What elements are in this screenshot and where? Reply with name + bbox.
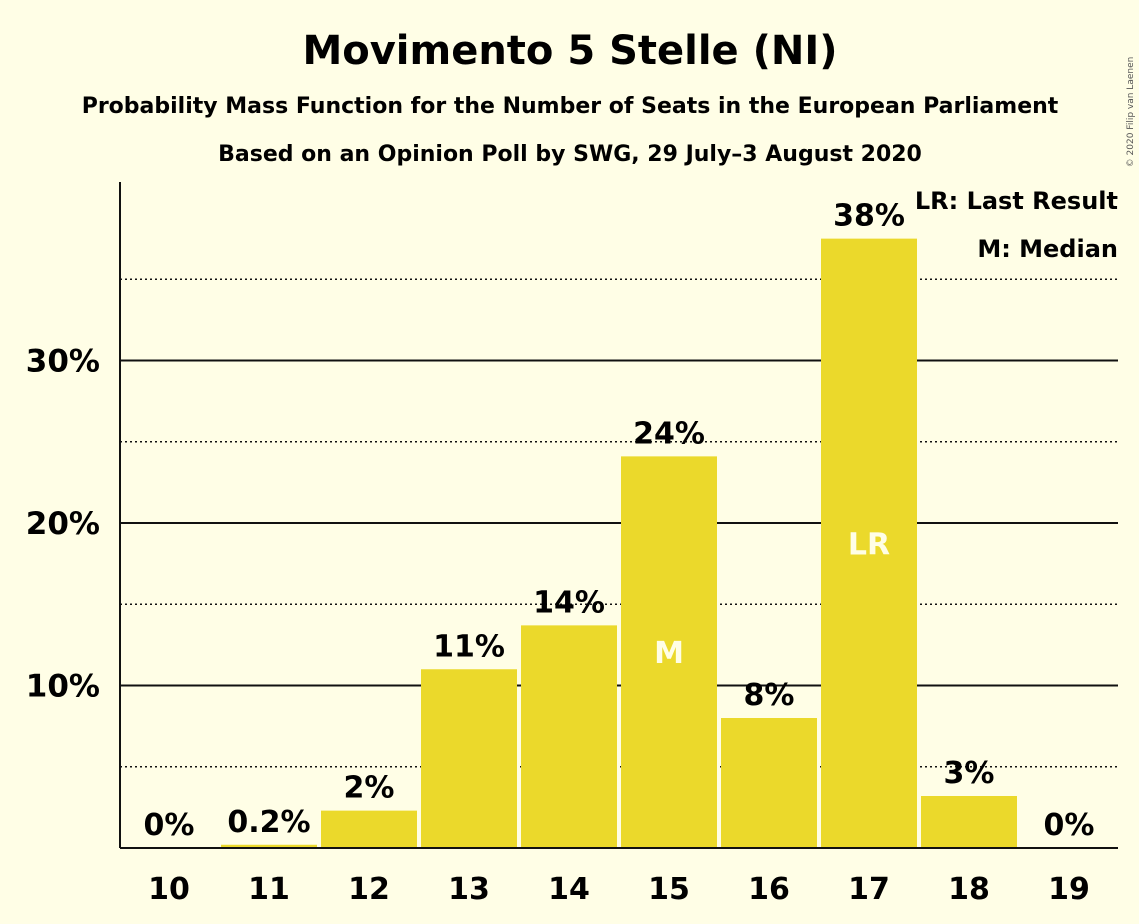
x-tick-label: 12 xyxy=(348,872,390,907)
x-tick-label: 17 xyxy=(848,872,890,907)
bar-value-label: 11% xyxy=(433,629,505,664)
bar-value-label: 0% xyxy=(144,808,195,843)
bar-seat-15 xyxy=(621,456,717,848)
bar-value-label: 0.2% xyxy=(227,805,310,840)
bar-seat-18 xyxy=(921,796,1017,848)
bar-inner-label: LR xyxy=(848,527,890,562)
bar-value-label: 0% xyxy=(1044,808,1095,843)
value-labels: 0% 0.2% 2% 11% 14% 24% M 8% 38% LR 3% 0% xyxy=(144,199,1095,843)
bar-seat-16 xyxy=(721,718,817,848)
bar-inner-label: M xyxy=(654,636,684,671)
bar-seat-17 xyxy=(821,238,917,848)
bar-seat-11 xyxy=(221,844,317,848)
x-tick-label: 10 xyxy=(148,872,190,907)
chart-title: Movimento 5 Stelle (NI) xyxy=(302,28,837,74)
bar-value-label: 2% xyxy=(344,771,395,806)
x-tick-label: 15 xyxy=(648,872,690,907)
gridlines xyxy=(120,278,1118,768)
x-tick-label: 14 xyxy=(548,872,590,907)
x-tick-label: 13 xyxy=(448,872,490,907)
x-tick-label: 18 xyxy=(948,872,990,907)
y-axis: 10% 20% 30% xyxy=(26,182,121,848)
legend-last-result: LR: Last Result xyxy=(915,187,1118,215)
chart-subtitle-2: Based on an Opinion Poll by SWG, 29 July… xyxy=(218,142,922,167)
x-tick-label: 16 xyxy=(748,872,790,907)
bar-value-label: 8% xyxy=(744,678,795,713)
bar-value-label: 14% xyxy=(533,585,605,620)
x-tick-label: 11 xyxy=(248,872,290,907)
y-tick-label: 10% xyxy=(26,669,100,705)
bar-value-label: 24% xyxy=(633,416,705,451)
y-tick-label: 20% xyxy=(26,506,100,542)
bar-value-label: 38% xyxy=(833,199,905,234)
legend-median: M: Median xyxy=(977,235,1118,263)
chart-subtitle-1: Probability Mass Function for the Number… xyxy=(82,94,1059,119)
bar-seat-14 xyxy=(521,625,617,848)
copyright-note: © 2020 Filip van Laenen xyxy=(1126,57,1136,168)
y-tick-label: 30% xyxy=(26,344,100,380)
bars xyxy=(221,238,1017,848)
bar-seat-13 xyxy=(421,669,517,848)
bar-seat-12 xyxy=(321,810,417,848)
x-axis: 10 11 12 13 14 15 16 17 18 19 xyxy=(120,847,1118,907)
x-tick-label: 19 xyxy=(1048,872,1090,907)
bar-value-label: 3% xyxy=(944,756,995,791)
